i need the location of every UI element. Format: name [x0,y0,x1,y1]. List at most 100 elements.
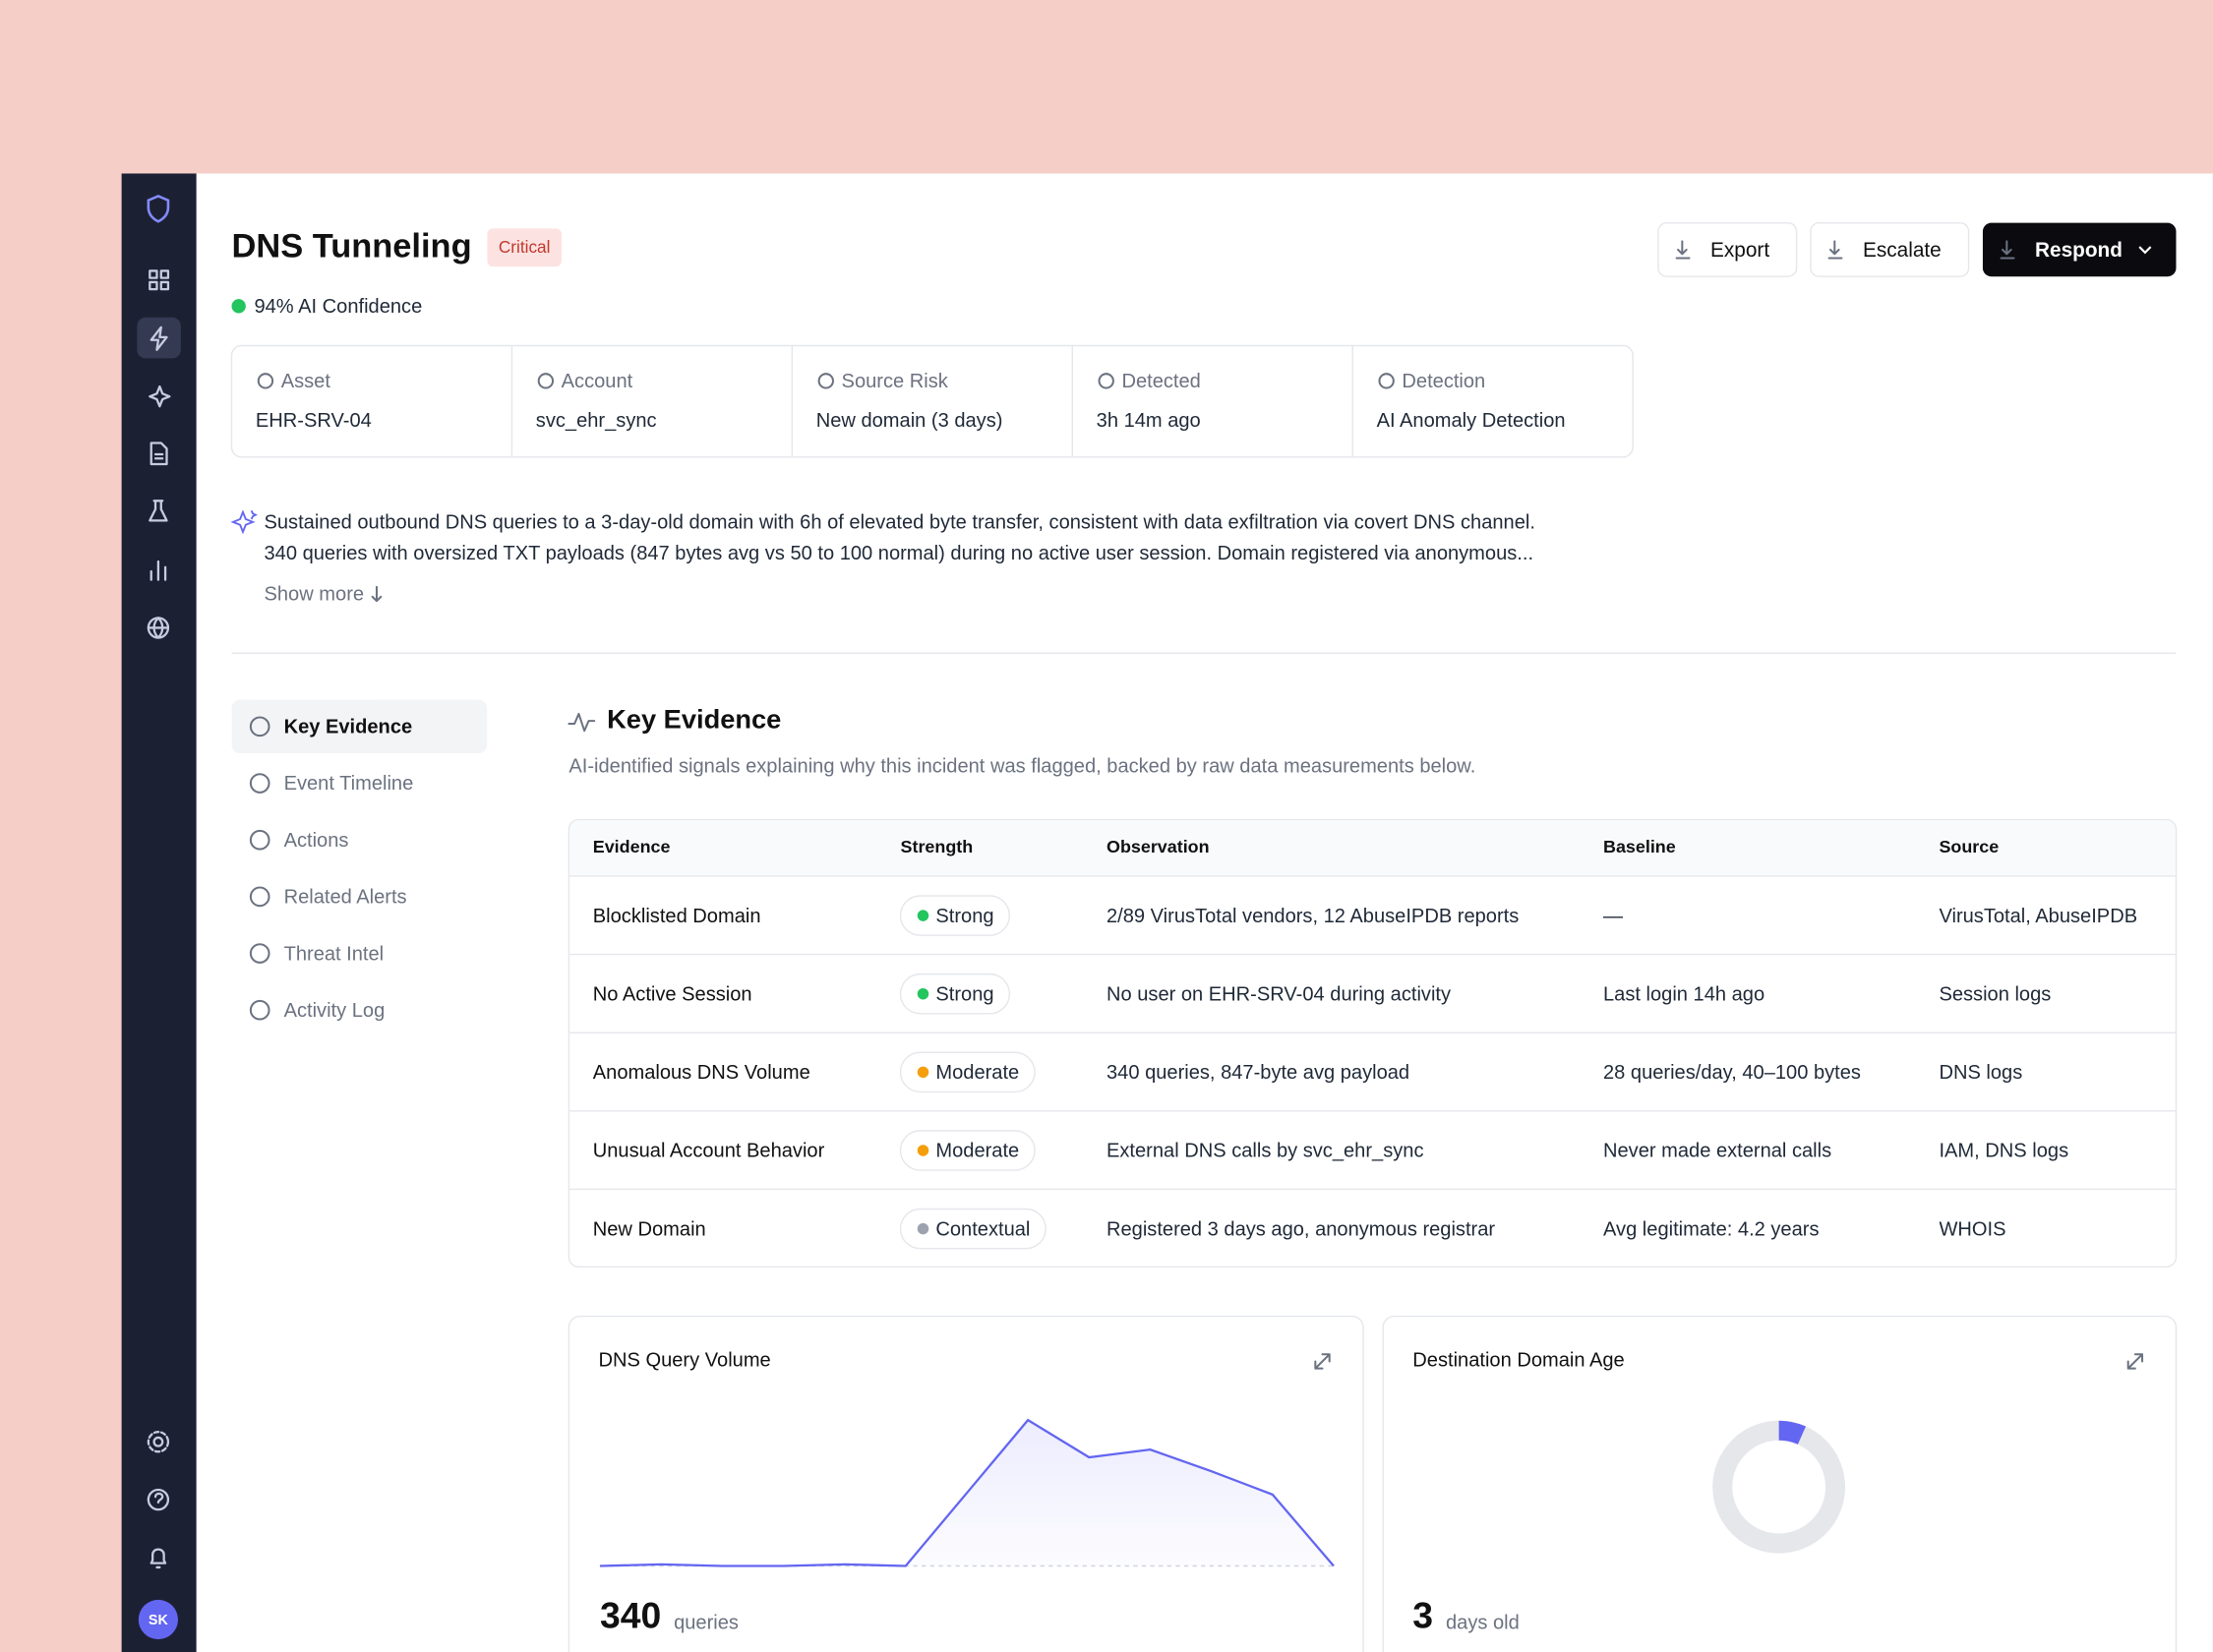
expand-icon[interactable] [1314,1353,1331,1370]
sidebar [121,173,197,1652]
strength-label: Moderate [935,1062,1019,1084]
table-cell: 340 queries, 847-byte avg payload [1106,1062,1409,1084]
logo[interactable] [147,195,170,223]
nav-icon [249,943,270,964]
section-title: Key Evidence [607,703,781,734]
table-cell: No user on EHR-SRV-04 during activity [1106,983,1451,1005]
meta-box [230,344,1634,458]
table-cell: WHOIS [1939,1218,2005,1240]
table-cell: Blocklisted Domain [593,906,761,927]
action-button[interactable] [1657,221,1798,277]
dropdown-caret [2138,246,2152,255]
line [599,1418,1335,1567]
stat-unit: queries [674,1613,739,1634]
meta-icon [817,373,834,389]
strength-dot [917,1145,929,1156]
nav-item[interactable]: Key Evidence [284,717,413,738]
reports-icon[interactable] [150,442,168,466]
button-icon [1675,240,1691,260]
nav-item[interactable]: Activity Log [284,1000,386,1022]
table-cell: No Active Session [593,983,752,1005]
chart-card [568,1315,1364,1652]
table-cell: Avg legitimate: 4.2 years [1603,1218,1820,1240]
strength-label: Contextual [935,1218,1030,1240]
table-cell: Unusual Account Behavior [593,1141,825,1162]
nav-item[interactable]: Event Timeline [284,773,414,795]
strength-pill [899,1130,1036,1171]
meta-label: Detection [1402,371,1485,392]
nav-item[interactable]: Actions [284,830,349,852]
table-cell: IAM, DNS logs [1939,1141,2068,1162]
nav-icon [249,999,270,1021]
button-label: Escalate [1863,239,1942,262]
strength-pill [899,1208,1047,1250]
meta-label: Source Risk [842,371,949,392]
nav-item[interactable]: Threat Intel [284,943,385,965]
button-label: Respond [2035,239,2123,262]
confidence: 94% AI Confidence [254,296,422,318]
table-cell: Never made external calls [1603,1141,1831,1162]
meta-icon [537,373,555,389]
strength-label: Moderate [935,1141,1019,1162]
severity-badge [487,228,562,267]
strength-pill [899,973,1011,1015]
dashboard-icon[interactable] [149,269,170,291]
strength-dot [917,1066,929,1079]
table-cell: DNS logs [1939,1062,2022,1084]
strength-pill [899,1051,1036,1093]
alerts-icon[interactable] [150,325,168,351]
action-button[interactable] [1982,222,2177,277]
table-header-bg [569,820,2176,876]
meta-value: AI Anomaly Detection [1377,410,1566,432]
strength-dot [917,987,929,1000]
nav-icon [249,716,270,738]
stats-icon[interactable] [150,560,167,581]
table-header: Strength [901,837,974,856]
nav-icon [249,829,270,851]
avatar[interactable] [138,1599,178,1640]
meta-label: Asset [281,371,331,392]
globe-icon[interactable] [147,617,170,639]
table-cell: Last login 14h ago [1603,983,1764,1005]
nav-active [231,699,488,754]
table-header: Observation [1106,837,1210,856]
incident-title: DNS Tunneling [232,228,472,266]
notifications-icon[interactable] [150,1548,167,1569]
settings-icon[interactable] [147,1431,170,1453]
nav-icon [249,773,270,794]
help-icon[interactable] [147,1488,170,1511]
nav-item[interactable]: Related Alerts [284,887,407,909]
expand-icon[interactable] [2126,1353,2144,1370]
meta-value: New domain (3 days) [816,410,1003,432]
ai-icon[interactable] [149,384,171,408]
table-cell: External DNS calls by svc_ehr_sync [1106,1141,1424,1162]
table-cell: Registered 3 days ago, anonymous registr… [1106,1218,1495,1240]
meta-value: 3h 14m ago [1097,410,1201,432]
section-icon [568,712,596,733]
chart-title: Destination Domain Age [1412,1350,1624,1372]
meta-value: EHR-SRV-04 [256,410,372,432]
button-icon [2000,240,2015,260]
show-more[interactable]: Show more [265,584,365,606]
table-header: Baseline [1603,837,1676,856]
strength-label: Strong [935,983,993,1005]
stat-unit: days old [1446,1613,1520,1634]
stat-value: 340 [600,1594,661,1635]
summary-line: 340 queries with oversized TXT payloads … [265,543,1534,564]
nav-icon [249,886,270,908]
avatar-initials: SK [149,1613,169,1628]
severity-label: Critical [499,237,551,257]
sidebar-icons: SK [137,269,181,1640]
table-cell: New Domain [593,1218,706,1240]
summary-line: Sustained outbound DNS queries to a 3-da… [265,512,1535,534]
button-label: Export [1710,239,1769,262]
lab-icon[interactable] [149,500,168,522]
action-button[interactable] [1810,221,1970,277]
meta-value: svc_ehr_sync [536,410,657,432]
meta-icon [1378,373,1395,389]
table-cell: VirusTotal, AbuseIPDB [1939,906,2137,927]
strength-label: Strong [935,906,993,927]
section-subtitle: AI-identified signals explaining why thi… [568,756,1475,778]
